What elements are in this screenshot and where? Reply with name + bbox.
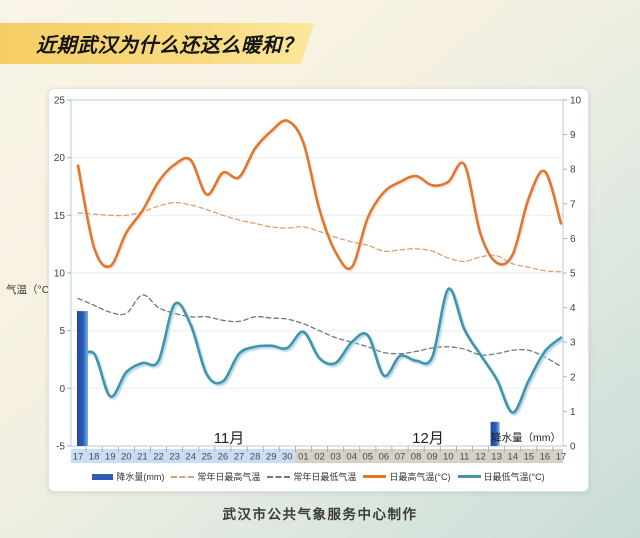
precip-bar-12-13 bbox=[490, 421, 500, 446]
x-day-label: 03 bbox=[330, 452, 341, 463]
y-axis-title-temperature: 气温（°C） bbox=[6, 284, 60, 296]
left-tick-label: 15 bbox=[54, 211, 66, 222]
left-tick-label: 25 bbox=[54, 96, 66, 107]
series-daily_min bbox=[76, 287, 563, 414]
legend-line-swatch bbox=[457, 475, 481, 478]
legend-item-1: 常年日最高气温 bbox=[171, 470, 260, 483]
right-tick-label: 10 bbox=[570, 96, 582, 107]
left-tick-label: 5 bbox=[59, 326, 65, 337]
right-tick-label: 2 bbox=[570, 372, 576, 383]
right-tick-label: 1 bbox=[570, 407, 576, 418]
right-tick-label: 8 bbox=[570, 165, 576, 176]
x-band-december bbox=[295, 449, 563, 463]
x-day-label: 26 bbox=[218, 452, 229, 463]
x-day-label: 01 bbox=[298, 452, 309, 463]
legend-item-3: 日最高气温(°C) bbox=[363, 470, 451, 483]
x-day-label: 12 bbox=[475, 452, 486, 463]
legend-label: 日最低气温(°C) bbox=[483, 472, 545, 482]
x-day-label: 06 bbox=[379, 452, 390, 463]
precip-axis-note: 降水量（mm） bbox=[491, 431, 561, 444]
x-day-label: 14 bbox=[507, 452, 518, 463]
x-day-label: 02 bbox=[314, 452, 325, 463]
x-day-label: 27 bbox=[234, 452, 245, 463]
x-day-label: 22 bbox=[153, 452, 164, 463]
x-band-november bbox=[71, 449, 296, 463]
x-day-label: 21 bbox=[137, 452, 148, 463]
right-tick-label: 5 bbox=[570, 269, 576, 280]
left-tick-label: 0 bbox=[59, 384, 65, 395]
legend-label: 日最高气温(°C) bbox=[389, 472, 451, 482]
right-tick-label: 7 bbox=[570, 199, 576, 210]
x-day-label: 17 bbox=[556, 452, 567, 463]
right-tick-label: 4 bbox=[570, 303, 576, 314]
legend-dashed-line-swatch bbox=[171, 475, 195, 478]
x-day-label: 25 bbox=[202, 452, 213, 463]
legend-item-2: 常年日最低气温 bbox=[267, 470, 356, 483]
x-day-label: 11 bbox=[459, 452, 469, 463]
legend-item-4: 日最低气温(°C) bbox=[457, 470, 545, 483]
x-day-label: 18 bbox=[89, 452, 100, 463]
footer-credit: 武汉市公共气象服务中心制作 bbox=[222, 507, 418, 522]
left-tick-label: 20 bbox=[54, 153, 66, 164]
left-tick-label: 10 bbox=[54, 269, 66, 280]
legend-label: 常年日最低气温 bbox=[293, 472, 357, 482]
x-day-label: 10 bbox=[443, 452, 454, 463]
month-label-december: 12月 bbox=[412, 430, 444, 447]
x-day-label: 07 bbox=[395, 452, 406, 463]
x-day-label: 24 bbox=[185, 452, 196, 463]
left-tick-label: -5 bbox=[56, 442, 65, 453]
x-day-label: 19 bbox=[105, 452, 116, 463]
series-normal_min bbox=[77, 294, 562, 368]
legend-label: 常年日最高气温 bbox=[197, 472, 261, 482]
chart-legend: 降水量(mm) 常年日最高气温 常年日最低气温 日最高气温(°C) 日最低气温(°C) bbox=[49, 470, 588, 483]
x-day-label: 09 bbox=[427, 452, 438, 463]
chart-card: 25 20 15 10 5 0 -5 10 9 8 7 6 5 4 3 2 1 0 17 18 19 20 21 22 23 24… bbox=[48, 88, 589, 492]
x-day-label: 16 bbox=[540, 452, 551, 463]
x-day-label: 05 bbox=[363, 452, 374, 463]
legend-line-swatch bbox=[363, 475, 387, 478]
x-day-label: 04 bbox=[346, 452, 357, 463]
right-tick-label: 9 bbox=[570, 130, 576, 141]
legend-label: 降水量(mm) bbox=[116, 472, 165, 482]
x-day-label: 08 bbox=[411, 452, 422, 463]
legend-bar-swatch bbox=[92, 473, 114, 480]
title-banner: 近期武汉为什么还这么暖和？ bbox=[0, 23, 314, 64]
series-daily_max bbox=[76, 119, 563, 270]
x-day-label: 30 bbox=[282, 452, 293, 463]
right-tick-label: 3 bbox=[570, 338, 576, 349]
legend-item-0: 降水量(mm) bbox=[92, 470, 164, 483]
precip-bar-11-17 bbox=[77, 311, 88, 446]
x-day-label: 13 bbox=[491, 452, 502, 463]
month-label-november: 11月 bbox=[214, 430, 245, 447]
x-day-label: 28 bbox=[250, 452, 261, 463]
legend-dashed-line-swatch bbox=[267, 475, 291, 478]
x-day-label: 15 bbox=[524, 452, 535, 463]
right-tick-label: 6 bbox=[570, 234, 576, 245]
page-title: 近期武汉为什么还这么暖和？ bbox=[36, 35, 303, 57]
x-day-label: 17 bbox=[73, 452, 84, 463]
x-day-label: 23 bbox=[169, 452, 180, 463]
right-tick-label: 0 bbox=[570, 442, 576, 453]
x-day-label: 20 bbox=[121, 452, 132, 463]
series-normal_max bbox=[77, 201, 562, 273]
x-day-label: 29 bbox=[266, 452, 277, 463]
